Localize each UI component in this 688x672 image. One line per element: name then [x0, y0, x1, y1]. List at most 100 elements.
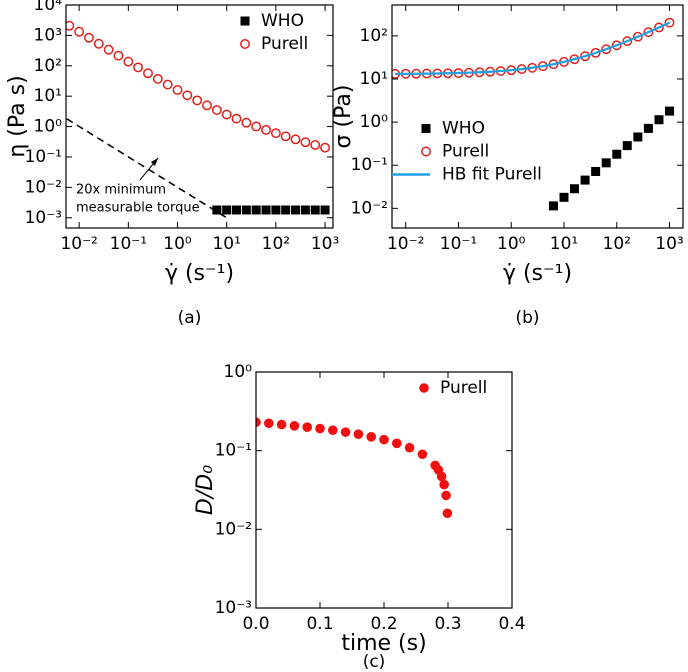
marker: [280, 131, 291, 142]
y-tick-label: 10⁻³: [215, 598, 252, 618]
marker: [256, 417, 261, 428]
marker: [591, 166, 601, 176]
y-tick-label: 10⁻¹: [25, 147, 62, 167]
marker: [240, 39, 250, 49]
marker: [580, 175, 590, 185]
marker: [143, 68, 153, 79]
marker: [320, 142, 331, 153]
marker: [182, 90, 193, 101]
y-tick-label: 10²: [360, 26, 388, 46]
x-tick-label: 10¹: [550, 234, 578, 254]
marker: [310, 140, 321, 150]
caption: (c): [363, 652, 386, 672]
annotation-text: 20x minimum: [76, 183, 166, 198]
marker: [417, 449, 428, 460]
marker: [622, 36, 633, 47]
marker: [442, 508, 453, 519]
marker: [622, 141, 632, 151]
marker: [251, 205, 261, 215]
marker: [315, 423, 325, 434]
marker: [231, 113, 242, 124]
marker: [300, 205, 310, 215]
marker: [162, 79, 173, 90]
marker: [611, 40, 622, 51]
marker: [276, 419, 287, 430]
y-tick-label: 10⁻²: [215, 519, 252, 539]
annotation-line: [66, 118, 228, 219]
marker: [74, 26, 85, 37]
x-tick-label: 10⁻²: [387, 234, 424, 254]
marker: [421, 124, 431, 133]
marker: [559, 192, 569, 202]
x-tick-label: 10⁰: [497, 234, 526, 254]
marker: [300, 137, 311, 148]
y-tick-label: 10⁻²: [25, 177, 62, 197]
caption: (b): [515, 308, 539, 328]
marker: [133, 62, 144, 73]
marker: [421, 146, 431, 157]
marker: [441, 490, 451, 501]
y-tick-label: 10²: [34, 56, 62, 76]
x-tick-label: 0.3: [434, 614, 461, 634]
x-tick-label: 10³: [311, 234, 339, 254]
y-axis-title: η (Pa s): [5, 75, 30, 157]
marker: [353, 429, 364, 439]
legend-label: WHO: [442, 119, 485, 139]
y-tick-label: 10¹: [34, 86, 62, 106]
marker: [264, 418, 274, 429]
marker: [366, 432, 377, 442]
marker: [192, 95, 203, 106]
marker: [241, 205, 251, 215]
legend-label: WHO: [261, 11, 304, 31]
y-tick-label: 10⁻²: [351, 198, 388, 218]
marker: [320, 205, 330, 215]
marker: [289, 421, 300, 431]
y-tick-label: 10⁰: [360, 112, 389, 132]
marker: [261, 205, 271, 215]
y-tick-label: 10³: [34, 25, 62, 45]
marker: [392, 438, 402, 449]
plot-area: [66, 20, 331, 219]
y-tick-label: 10⁰: [34, 117, 63, 137]
x-tick-label: 10⁻¹: [110, 234, 147, 254]
x-axis-title: time (s): [341, 631, 426, 656]
y-tick-label: 10⁰: [224, 362, 253, 382]
marker: [212, 205, 222, 215]
annotation-arrowhead: [151, 158, 158, 166]
marker: [261, 124, 271, 135]
marker: [612, 149, 622, 159]
marker: [66, 20, 75, 31]
y-axis-title: σ (Pa): [331, 85, 356, 149]
y-tick-label: 10⁻¹: [215, 441, 252, 461]
marker: [310, 205, 320, 215]
marker: [241, 117, 252, 128]
marker: [290, 134, 301, 145]
marker: [439, 479, 449, 490]
marker: [601, 158, 611, 168]
fit-line: [395, 21, 670, 75]
x-tick-label: 0.1: [306, 614, 333, 634]
marker: [665, 106, 675, 116]
x-tick-label: 10¹: [212, 234, 240, 254]
marker: [222, 205, 232, 215]
x-tick-label: 0.0: [242, 614, 269, 634]
y-tick-label: 10⁴: [34, 0, 63, 15]
plot-area: [392, 17, 675, 211]
y-tick-label: 10¹: [360, 69, 388, 89]
marker: [590, 47, 601, 58]
marker: [643, 27, 654, 38]
x-tick-label: 10²: [262, 234, 290, 254]
marker: [231, 205, 241, 215]
marker: [643, 123, 653, 133]
legend-label: Purell: [442, 142, 489, 162]
y-tick-label: 10⁻¹: [351, 155, 388, 175]
marker: [172, 85, 183, 95]
marker: [601, 44, 612, 55]
plot-area: [256, 417, 453, 519]
marker: [302, 422, 313, 432]
marker: [664, 17, 675, 28]
x-tick-label: 10⁻¹: [440, 234, 477, 254]
marker: [211, 105, 222, 115]
caption: (a): [178, 308, 202, 328]
